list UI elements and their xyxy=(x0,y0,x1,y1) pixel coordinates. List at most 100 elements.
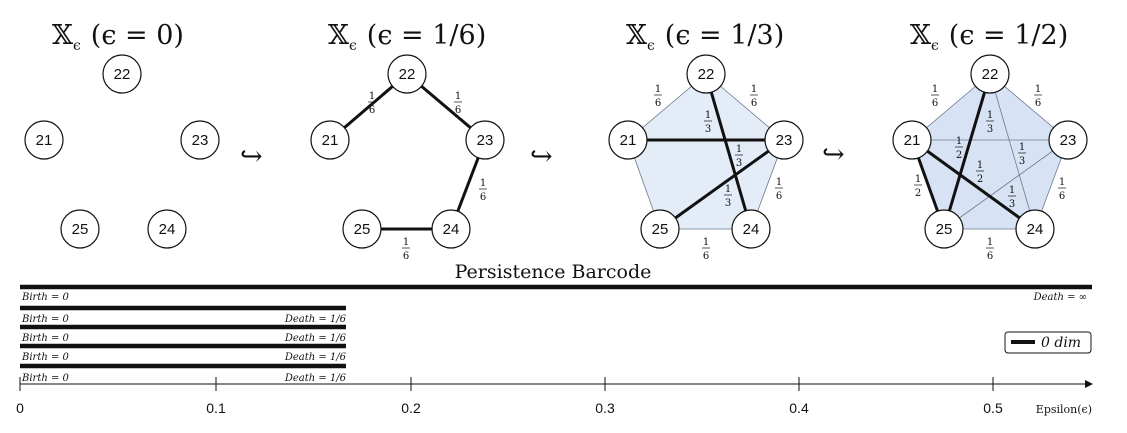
svg-text:𝕏ϵ(ϵ = 0): 𝕏ϵ (ϵ = 0) xyxy=(52,20,184,54)
svg-text:1: 1 xyxy=(1035,84,1041,95)
frac-b: 16 xyxy=(454,91,462,116)
panel-title-4: 𝕏ϵ (ϵ = 1/2) xyxy=(910,20,1068,54)
node-21: 21 xyxy=(892,120,932,160)
complex-eps-1-2: 16 16 13 12 13 12 12 13 16 16 22 21 23 2… xyxy=(892,54,1088,262)
svg-text:6: 6 xyxy=(1059,191,1065,202)
panel-title-2: 𝕏ϵ (ϵ = 1/6) xyxy=(328,20,486,54)
panel-title-3: 𝕏ϵ (ϵ = 1/3) xyxy=(626,20,784,54)
tick-0-1: 0.1 xyxy=(206,377,226,416)
node-25: 25 xyxy=(640,209,680,249)
node-21: 21 xyxy=(310,120,350,160)
frac-r: 12 xyxy=(914,174,922,199)
frac-j: 16 xyxy=(775,177,783,202)
svg-text:1: 1 xyxy=(932,84,938,95)
svg-text:25: 25 xyxy=(72,221,89,238)
svg-text:𝕏ϵ(ϵ = 1/3): 𝕏ϵ (ϵ = 1/3) xyxy=(626,20,784,54)
svg-text:6: 6 xyxy=(987,251,993,262)
svg-text:1: 1 xyxy=(480,178,486,189)
inclusion-arrow-3: ↪ xyxy=(822,139,845,170)
svg-text:1: 1 xyxy=(736,144,742,155)
svg-text:1: 1 xyxy=(987,237,993,248)
bar-1: Birth = 0 Death = ∞ xyxy=(20,284,1092,303)
svg-text:1: 1 xyxy=(703,237,709,248)
bar-2-death: Death = 1/6 xyxy=(284,314,347,325)
svg-text:6: 6 xyxy=(776,191,782,202)
frac-h: 13 xyxy=(735,144,743,169)
svg-text:3: 3 xyxy=(1009,199,1015,210)
svg-text:21: 21 xyxy=(36,132,53,149)
frac-s: 13 xyxy=(1008,185,1016,210)
svg-text:21: 21 xyxy=(620,132,637,149)
axis-arrowhead xyxy=(1085,380,1093,388)
barcode-bars: Birth = 0 Death = ∞ Birth = 0 Death = 1/… xyxy=(20,284,1092,384)
tick-0-3: 0.3 xyxy=(595,377,615,416)
frac-d: 16 xyxy=(402,237,410,262)
frac-i: 13 xyxy=(724,184,732,209)
svg-text:1: 1 xyxy=(403,237,409,248)
bar-4-birth: Birth = 0 xyxy=(21,352,70,363)
tick-0-2: 0.2 xyxy=(401,377,421,416)
svg-text:24: 24 xyxy=(743,221,760,238)
bar-4-death: Death = 1/6 xyxy=(284,352,347,363)
svg-text:1: 1 xyxy=(987,110,993,121)
svg-text:21: 21 xyxy=(322,132,339,149)
frac-q: 12 xyxy=(976,160,984,185)
svg-text:21: 21 xyxy=(904,132,921,149)
bar-5-birth: Birth = 0 xyxy=(21,373,70,384)
svg-text:1: 1 xyxy=(776,177,782,188)
inclusion-arrow-2: ↪ xyxy=(530,141,553,172)
bar-2-birth: Birth = 0 xyxy=(21,314,70,325)
bar-1-birth: Birth = 0 xyxy=(21,292,70,303)
svg-text:22: 22 xyxy=(114,66,131,83)
bar-5-death: Death = 1/6 xyxy=(284,373,347,384)
panel-title-1: 𝕏ϵ (ϵ = 0) xyxy=(52,20,184,54)
svg-text:6: 6 xyxy=(480,192,486,203)
svg-text:𝕏ϵ(ϵ = 1/2): 𝕏ϵ (ϵ = 1/2) xyxy=(910,20,1068,54)
svg-text:6: 6 xyxy=(703,251,709,262)
legend-label: 0 dim xyxy=(1041,335,1081,351)
node-24: 24 xyxy=(431,209,471,249)
bar-4: Birth = 0 Death = 1/6 xyxy=(20,343,347,363)
tick-0-5: 0.5 xyxy=(983,377,1003,416)
frac-e: 16 xyxy=(654,84,662,109)
frac-a: 16 xyxy=(368,91,376,116)
svg-text:6: 6 xyxy=(932,98,938,109)
svg-text:1: 1 xyxy=(369,91,375,102)
node-22: 22 xyxy=(387,54,427,94)
svg-text:0.1: 0.1 xyxy=(206,400,226,416)
complex-eps-1-6: 16 16 16 16 22 21 23 25 24 xyxy=(310,54,505,262)
bar-2: Birth = 0 Death = 1/6 xyxy=(20,305,347,325)
svg-text:1: 1 xyxy=(655,84,661,95)
node-23: 23 xyxy=(764,120,804,160)
axis-label: Epsilon(ϵ) xyxy=(1036,403,1092,416)
node-24: 24 xyxy=(1015,209,1055,249)
frac-t: 16 xyxy=(1058,177,1066,202)
svg-text:3: 3 xyxy=(705,124,711,135)
node-21: 21 xyxy=(608,120,648,160)
svg-text:1: 1 xyxy=(725,184,731,195)
svg-text:1: 1 xyxy=(455,91,461,102)
svg-text:2: 2 xyxy=(956,150,962,161)
svg-text:24: 24 xyxy=(159,221,176,238)
frac-u: 16 xyxy=(986,237,994,262)
node-21: 21 xyxy=(24,120,64,160)
node-23: 23 xyxy=(180,120,220,160)
thin-edges xyxy=(912,73,1069,230)
svg-text:1: 1 xyxy=(1059,177,1065,188)
frac-f: 16 xyxy=(750,84,758,109)
frac-g: 13 xyxy=(704,110,712,135)
svg-text:25: 25 xyxy=(652,221,669,238)
frac-m: 16 xyxy=(1034,84,1042,109)
edges-1-3 xyxy=(628,73,785,231)
frac-p: 13 xyxy=(1018,142,1026,167)
node-22: 22 xyxy=(970,54,1010,94)
svg-text:2: 2 xyxy=(977,174,983,185)
bar-5: Birth = 0 Death = 1/6 xyxy=(20,363,347,384)
frac-c: 16 xyxy=(479,178,487,203)
svg-text:3: 3 xyxy=(725,198,731,209)
bar-3: Birth = 0 Death = 1/6 xyxy=(20,324,347,344)
svg-text:2: 2 xyxy=(915,188,921,199)
node-25: 25 xyxy=(342,209,382,249)
svg-text:1: 1 xyxy=(956,136,962,147)
